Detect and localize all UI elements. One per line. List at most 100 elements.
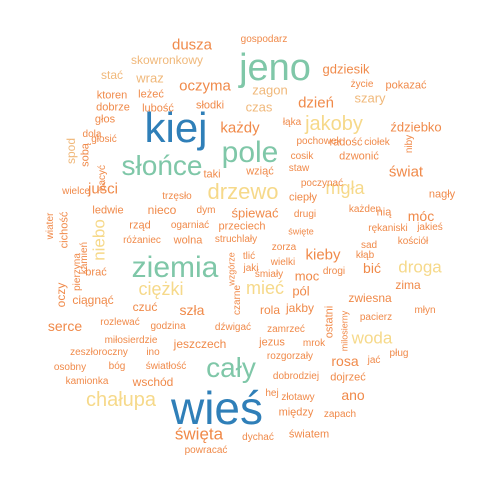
word: bacyć	[97, 164, 108, 192]
word: święta	[174, 424, 224, 444]
word: powracać	[184, 445, 228, 456]
word: ogarniać	[170, 220, 210, 231]
word: zagon	[252, 82, 288, 98]
word: godzina	[150, 321, 186, 332]
word: dźwigać	[214, 322, 252, 333]
word: śmiały	[254, 269, 284, 280]
word: pacierz	[359, 312, 393, 323]
word: nagły	[428, 188, 456, 201]
word: drogi	[322, 266, 346, 277]
word: mgła	[325, 178, 365, 198]
word: leżeć	[138, 88, 164, 101]
word: ciężki	[138, 279, 184, 299]
word: oczyma	[179, 77, 231, 95]
word: milosierny	[339, 310, 350, 352]
word: skowronkowy	[130, 53, 204, 67]
word: ciągnąć	[72, 293, 114, 307]
word: wiater	[45, 212, 56, 240]
word: wieś	[170, 382, 264, 434]
word: pierzyna	[72, 253, 83, 291]
word: rękaniski	[368, 223, 408, 234]
word: ciołek	[364, 137, 390, 148]
word: śpiewać	[231, 205, 279, 221]
word: ktoren	[96, 89, 128, 102]
word: każden	[348, 204, 382, 215]
word: dojrzeć	[330, 371, 366, 384]
word: serce	[47, 318, 83, 334]
word: między	[278, 406, 314, 419]
word: gospodarz	[240, 34, 288, 45]
word: miłosierdzie	[104, 335, 158, 346]
word: zamrzeć	[267, 324, 305, 335]
word: młyn	[414, 305, 436, 316]
word: pól	[292, 283, 310, 299]
word: różaniec	[123, 235, 161, 246]
word: drugi	[293, 209, 317, 220]
word: ostatni	[323, 305, 336, 339]
word: pług	[389, 348, 409, 359]
word: cichość	[58, 211, 71, 249]
word: jaki	[243, 263, 259, 274]
word: nią	[376, 206, 392, 219]
word: bić	[363, 260, 381, 276]
word: spod	[64, 137, 78, 165]
word: kościół	[397, 236, 429, 247]
word: przeciech	[218, 220, 266, 233]
word: jeno	[239, 47, 311, 89]
word: wschód	[132, 375, 174, 389]
word: rola	[259, 303, 281, 317]
word: złotawy	[281, 392, 315, 403]
word: jakoby	[305, 113, 363, 135]
word: juści	[87, 180, 119, 198]
word: słońce	[121, 150, 203, 181]
word: wraz	[136, 70, 164, 86]
word: ździebko	[390, 119, 442, 135]
word: kamionka	[65, 376, 109, 387]
word: nieco	[147, 203, 177, 217]
word: szła	[179, 302, 205, 318]
word: zeszłoroczny	[70, 347, 128, 358]
word: osobny	[53, 362, 87, 373]
word: czuć	[132, 300, 158, 314]
word: dychać	[242, 432, 274, 443]
word: brać	[85, 266, 107, 279]
word: taki	[203, 168, 221, 181]
word: szary	[354, 90, 386, 106]
word: światłość	[145, 361, 187, 372]
word: łąka	[282, 117, 302, 128]
word: dola	[82, 129, 102, 140]
word: sad	[360, 240, 378, 251]
word: święte	[288, 226, 314, 237]
word: móc	[407, 208, 435, 224]
word: dobrodziej	[272, 371, 320, 382]
word: lubość	[142, 102, 174, 115]
word: jać	[367, 355, 381, 366]
word: dusza	[171, 36, 213, 54]
word: kiej	[144, 104, 208, 151]
word: niebo	[89, 219, 109, 261]
word: wzgórze	[226, 252, 237, 286]
word: zima	[395, 278, 421, 292]
word: struchlały	[214, 234, 258, 245]
word: jakby	[285, 301, 315, 315]
word: słodki	[195, 99, 225, 112]
word: rząd	[129, 219, 151, 232]
word: poczynać	[300, 178, 344, 189]
word: ciepły	[288, 191, 318, 204]
word: pochowek	[296, 136, 342, 147]
word: rozgorzały	[266, 351, 314, 362]
word: zwiesna	[348, 291, 392, 305]
word: oczy	[54, 282, 68, 308]
word: ano	[341, 387, 365, 403]
word: jakieś	[417, 222, 443, 233]
word: drzewo	[207, 179, 279, 204]
word: ziemia	[131, 251, 219, 284]
word: jezus	[259, 336, 285, 349]
word: tlić	[242, 251, 256, 262]
word: pole	[221, 136, 279, 169]
word: staw	[288, 163, 310, 174]
word: czarne	[232, 284, 243, 316]
word: sobą	[79, 143, 92, 167]
word: jeszczech	[173, 337, 227, 351]
